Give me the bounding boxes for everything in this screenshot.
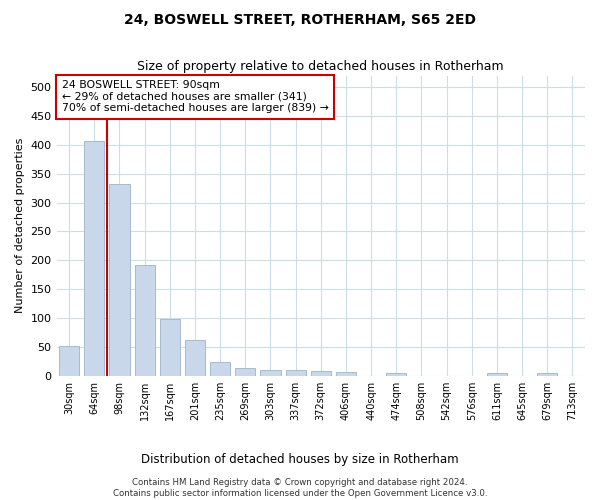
Bar [386, 374, 406, 376]
Bar [487, 374, 507, 376]
Bar [109, 184, 130, 376]
Bar [134, 265, 155, 376]
Text: 24, BOSWELL STREET, ROTHERHAM, S65 2ED: 24, BOSWELL STREET, ROTHERHAM, S65 2ED [124, 12, 476, 26]
Text: Contains HM Land Registry data © Crown copyright and database right 2024.
Contai: Contains HM Land Registry data © Crown c… [113, 478, 487, 498]
Bar [59, 346, 79, 376]
Text: Distribution of detached houses by size in Rotherham: Distribution of detached houses by size … [141, 452, 459, 466]
Bar [286, 370, 305, 376]
Bar [537, 374, 557, 376]
Bar [336, 372, 356, 376]
Bar [235, 368, 256, 376]
Bar [260, 370, 281, 376]
Y-axis label: Number of detached properties: Number of detached properties [15, 138, 25, 314]
Bar [210, 362, 230, 376]
Text: 24 BOSWELL STREET: 90sqm
← 29% of detached houses are smaller (341)
70% of semi-: 24 BOSWELL STREET: 90sqm ← 29% of detach… [62, 80, 329, 114]
Bar [185, 340, 205, 376]
Title: Size of property relative to detached houses in Rotherham: Size of property relative to detached ho… [137, 60, 504, 73]
Bar [84, 141, 104, 376]
Bar [160, 319, 180, 376]
Bar [311, 371, 331, 376]
